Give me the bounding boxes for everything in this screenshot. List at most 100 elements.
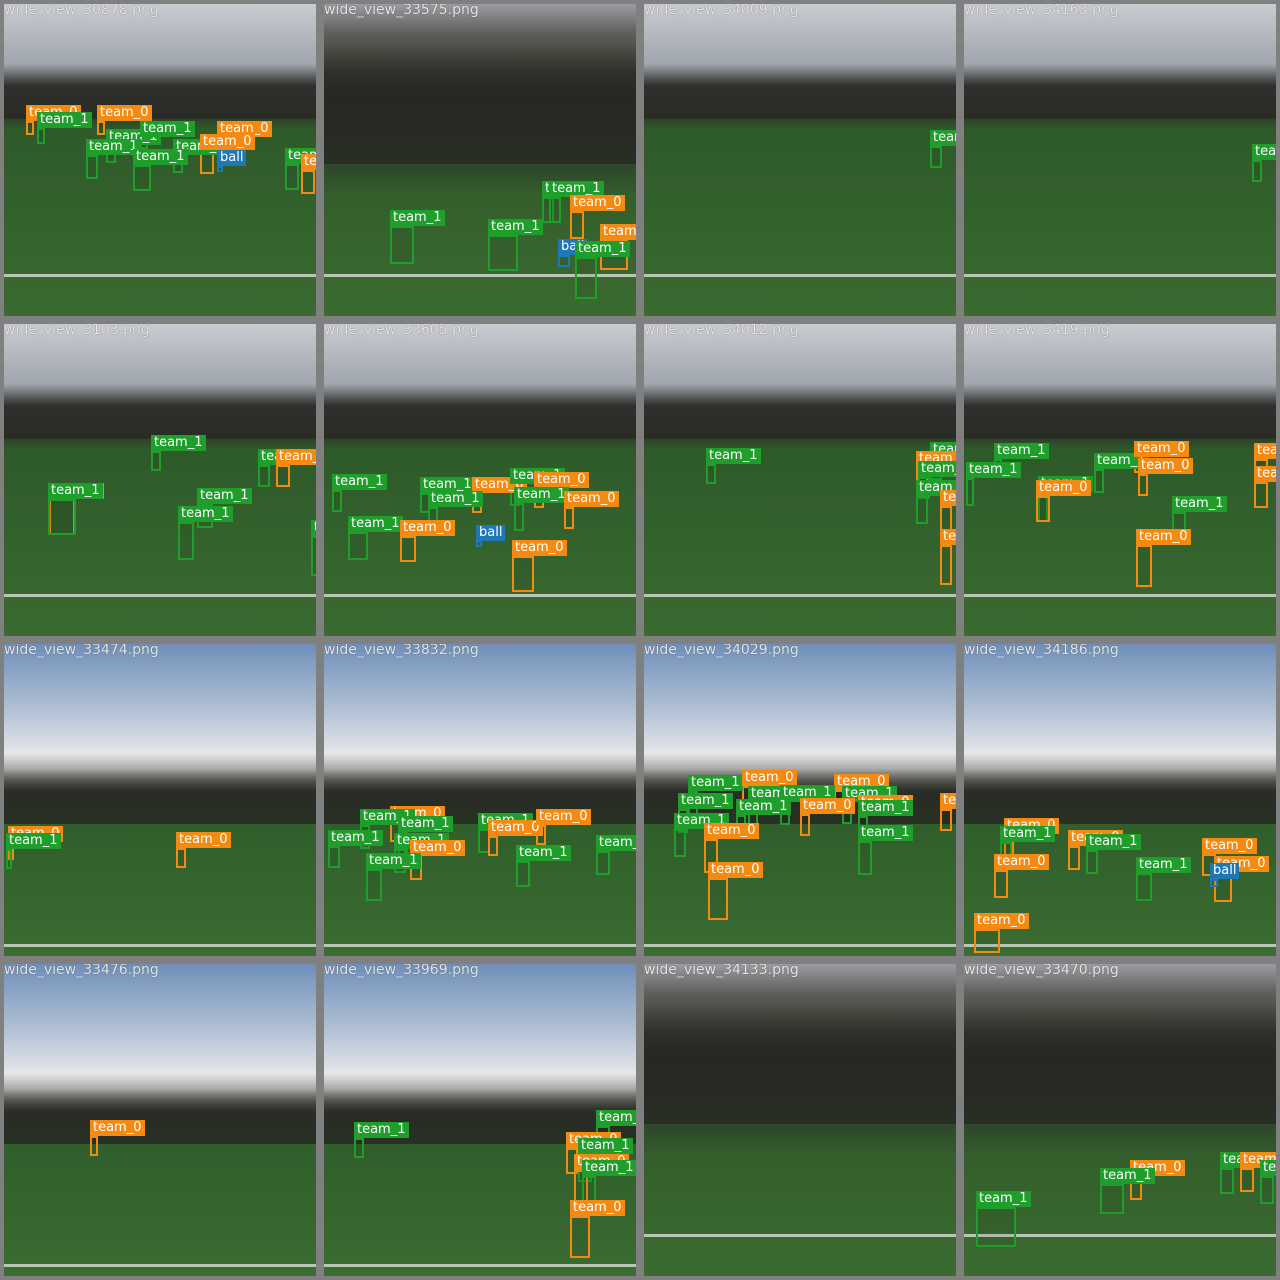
field-line [324, 274, 636, 277]
detection-label: team_1 [575, 241, 630, 257]
detection-box [800, 814, 810, 836]
detection-box [1094, 469, 1104, 493]
detection-label: team_1 [48, 483, 103, 499]
detection-label: team_1 [1172, 496, 1227, 512]
detection-label: ball [217, 150, 247, 166]
field-line [644, 274, 956, 277]
detection-box [301, 170, 315, 194]
detection-box [311, 536, 316, 576]
detection-box [86, 155, 98, 179]
image-tile: wide_view_34012.pngteam_1team_1team_0tea… [644, 324, 956, 636]
detection-label: team_0 [1134, 441, 1189, 457]
detection-box [258, 465, 270, 487]
detection-box [1136, 873, 1152, 901]
detection-box [516, 861, 530, 887]
field-line [644, 594, 956, 597]
detection-box [708, 878, 728, 920]
detection-label: team_1 [994, 443, 1049, 459]
detection-box [514, 503, 524, 531]
detection-box [994, 870, 1008, 898]
detection-box [348, 532, 368, 560]
detection-box [1252, 160, 1262, 182]
image-tile: wide_view_34133.png [644, 964, 956, 1276]
detection-label: team_0 [994, 854, 1049, 870]
detection-label: team_0 [974, 913, 1029, 929]
detection-label: team_1 [1100, 1168, 1155, 1184]
detection-label: team_1 [858, 825, 913, 841]
detection-label: team_0 [708, 862, 763, 878]
image-tile: wide_view_34163.png team_1 [964, 4, 1276, 316]
detection-label: team_1 [197, 488, 252, 504]
detection-label: ball [476, 525, 506, 541]
treeline [4, 769, 316, 824]
detection-label: team_1 [37, 112, 92, 128]
image-tile: wide_view_33470.pngteam_0team_1team_1tea… [964, 964, 1276, 1276]
detection-box [512, 556, 534, 592]
detection-box [26, 121, 34, 135]
detection-box [1254, 482, 1268, 508]
tile-title: wide_view_34133.png [644, 964, 799, 978]
tile-title: wide_view_30878.png [4, 4, 159, 18]
detection-label: team_1 [311, 520, 316, 536]
tile-title: wide_view_34012.png [644, 324, 799, 338]
detection-label: team_1 [976, 1191, 1031, 1207]
detection-label: team_1 [918, 461, 956, 477]
treeline [4, 1089, 316, 1144]
image-tile: wide_view_33575.png team_1 team_1 team_1 tea… [324, 4, 636, 316]
detection-label: team_1 [858, 800, 913, 816]
image-tile: wide_view_3103.pngteam_1team_1team_0team… [4, 324, 316, 636]
detection-box [390, 226, 414, 264]
detection-label: team_1 [354, 1122, 409, 1138]
tile-title: wide_view_34186.png [964, 644, 1119, 658]
detection-box [974, 929, 1000, 953]
detection-label: team_0 [301, 154, 316, 170]
detection-label: team_1 [514, 487, 569, 503]
detection-label: team_1 [6, 833, 61, 849]
treeline [964, 1004, 1276, 1124]
detection-label: team_0 [570, 195, 625, 211]
detection-box [37, 128, 45, 144]
field-line [644, 944, 956, 947]
detection-box [1036, 496, 1050, 522]
detection-box [476, 541, 482, 547]
detection-label: team_1 [488, 219, 543, 235]
detection-label: team_0 [276, 449, 316, 465]
detection-label: team_1 [348, 516, 403, 532]
treeline [644, 1004, 956, 1124]
detection-box [1068, 846, 1080, 870]
image-tile: wide_view_34029.png team_1 team_0 team_1 tea… [644, 644, 956, 956]
detection-label: team_1 [390, 210, 445, 226]
detection-label: team_0 [800, 798, 855, 814]
detection-label: team_0 [217, 121, 272, 137]
detection-box [285, 164, 299, 190]
detection-label: team_1 [1252, 144, 1276, 160]
field-line [324, 594, 636, 597]
field-line [4, 944, 316, 947]
detection-label: team_1 [86, 139, 141, 155]
detection-label: team_1 [1094, 453, 1149, 469]
detection-label: team_1 [398, 816, 453, 832]
tile-title: wide_view_33470.png [964, 964, 1119, 978]
treeline [324, 384, 636, 439]
detection-label: team_1 [140, 121, 195, 137]
detection-label: team_0 [940, 793, 956, 809]
detection-label: team_1 [549, 181, 604, 197]
detection-label: team_0 [97, 105, 152, 121]
tile-title: wide_view_34163.png [964, 4, 1119, 18]
detection-box [1210, 879, 1218, 887]
detection-label: team_0 [1138, 458, 1193, 474]
detection-box [596, 851, 610, 875]
treeline [4, 384, 316, 439]
image-tile: wide_view_34186.pngteam_0team_1team_0tea… [964, 644, 1276, 956]
field-line [964, 274, 1276, 277]
detection-box [400, 536, 416, 562]
detection-label: team_0 [940, 529, 956, 545]
detection-label: team_0 [488, 820, 543, 836]
detection-label: team_0 [410, 840, 465, 856]
detection-box [976, 1207, 1016, 1247]
detection-label: team_0 [1036, 480, 1091, 496]
detection-box [966, 478, 974, 506]
detection-box [176, 848, 186, 868]
detection-label: team_1 [1136, 857, 1191, 873]
field-line [4, 274, 316, 277]
